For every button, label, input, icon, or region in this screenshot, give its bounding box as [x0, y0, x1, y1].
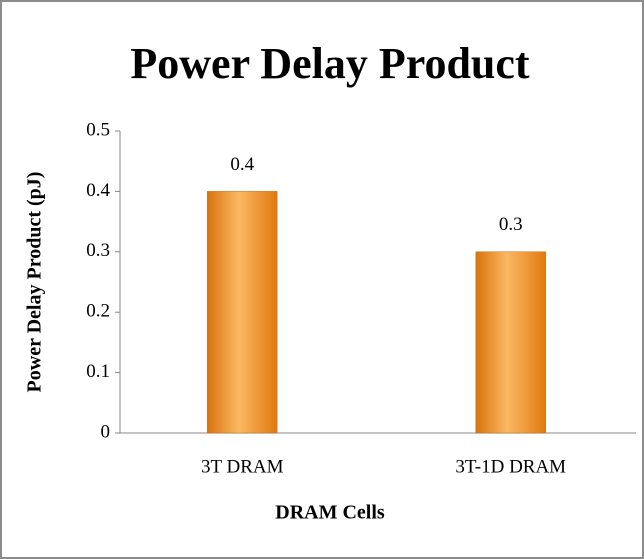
- x-tick-label: 3T DRAM: [201, 456, 284, 477]
- bar: [475, 251, 546, 434]
- x-tick-label: 3T-1D DRAM: [455, 456, 566, 477]
- y-axis-label: Power Delay Product (pJ): [24, 172, 46, 393]
- y-tick-label: 0.4: [86, 180, 110, 201]
- y-tick-label: 0.3: [86, 240, 110, 261]
- x-axis-label: DRAM Cells: [275, 502, 385, 524]
- chart-title: Power Delay Product: [130, 39, 530, 88]
- bar: [207, 191, 278, 434]
- data-label: 0.4: [230, 154, 254, 175]
- y-tick-label: 0.1: [86, 361, 110, 382]
- y-tick-label: 0.5: [86, 119, 110, 140]
- y-tick-label: 0.2: [86, 301, 110, 322]
- data-label: 0.3: [499, 214, 523, 235]
- y-tick-label: 0: [101, 421, 111, 442]
